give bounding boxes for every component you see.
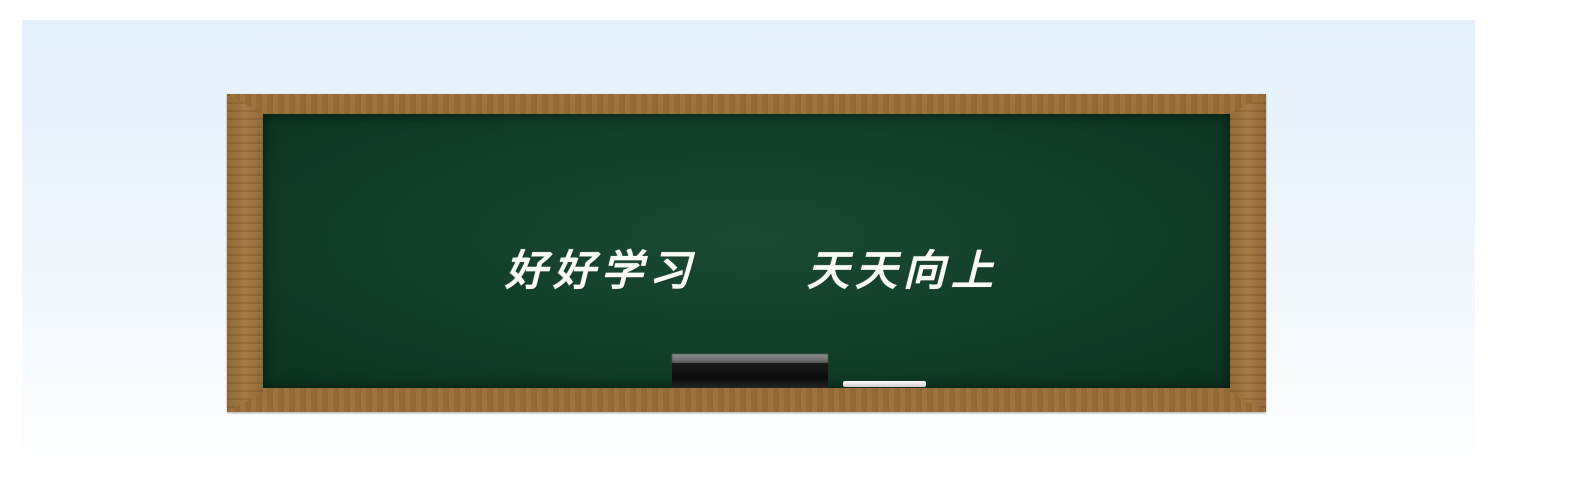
eraser-felt	[672, 354, 828, 364]
chalk-icon	[843, 381, 926, 387]
motto-study-hard: 好好学习	[505, 246, 698, 295]
frame-right-side	[1230, 94, 1266, 412]
eraser-body	[672, 363, 828, 388]
blackboard-frame: 好好学习 天天向上	[227, 94, 1266, 412]
eraser-icon	[672, 354, 828, 388]
frame-left-side	[227, 94, 263, 412]
blackboard-surface: 好好学习 天天向上	[263, 114, 1230, 388]
motto-improve-daily: 天天向上	[807, 246, 1000, 295]
